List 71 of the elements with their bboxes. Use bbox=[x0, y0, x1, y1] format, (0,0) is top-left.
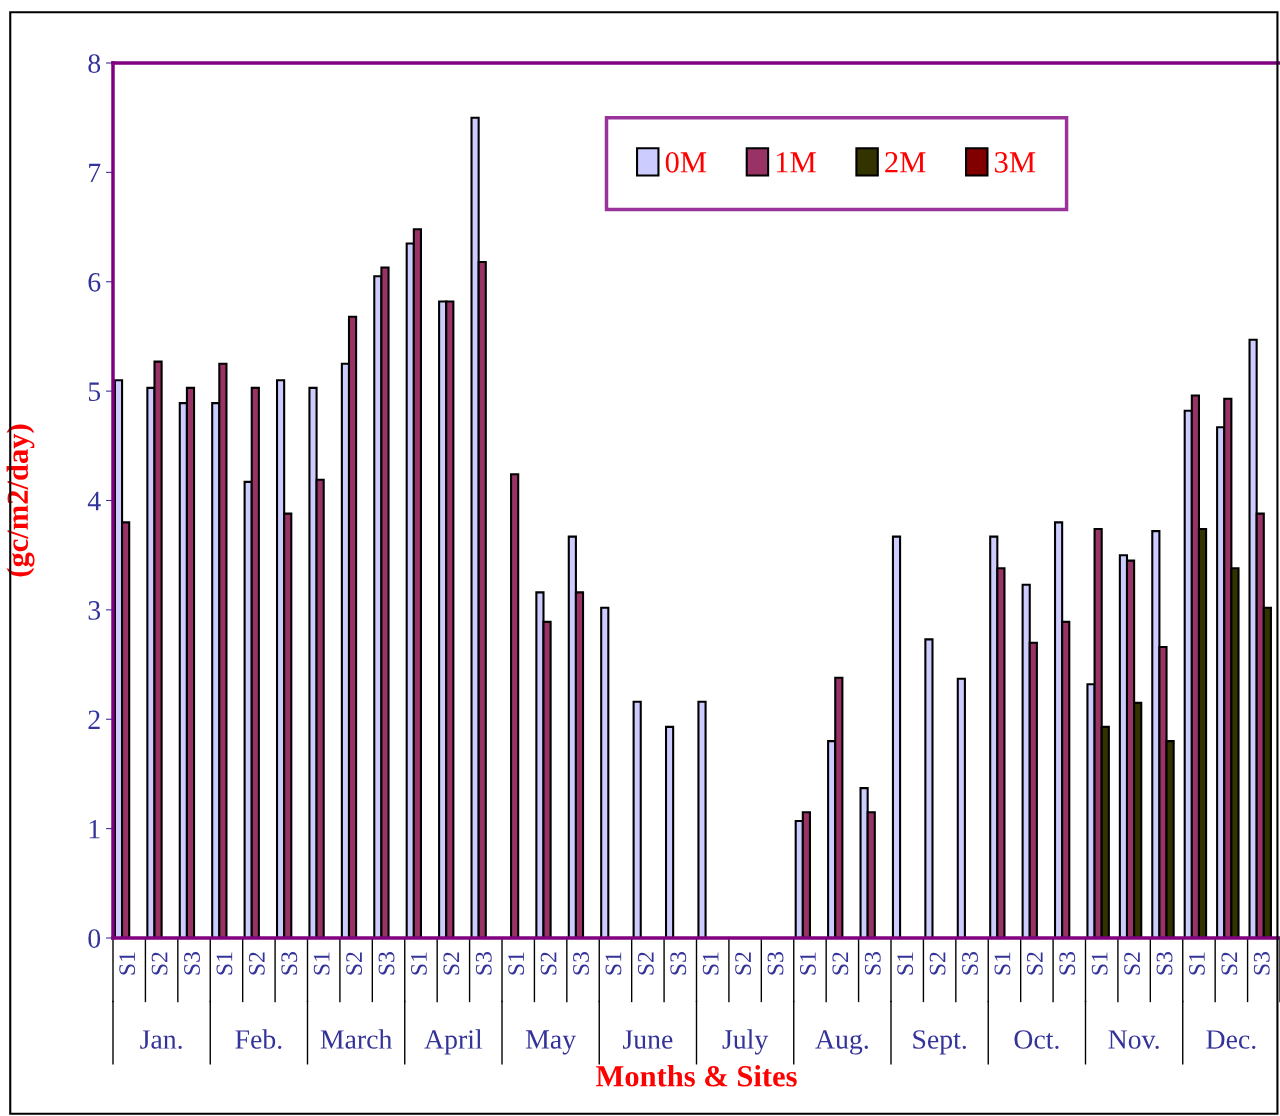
bar bbox=[664, 725, 675, 938]
x-tick-label: S3 bbox=[864, 952, 881, 975]
x-tick-label: S2 bbox=[1124, 952, 1141, 975]
text: Aug. bbox=[815, 1030, 868, 1055]
text: Sept. bbox=[913, 1030, 966, 1055]
legend-label: 1M bbox=[776, 152, 816, 173]
text: July bbox=[722, 1029, 769, 1055]
y-axis-title: (gc/m2/day) bbox=[6, 424, 35, 577]
bar bbox=[697, 700, 707, 938]
text: April bbox=[424, 1029, 483, 1055]
x-tick-label: S1 bbox=[216, 952, 233, 975]
x-tick-label: S1 bbox=[994, 952, 1011, 975]
x-tick-label: S1 bbox=[1091, 952, 1108, 975]
x-axis-title: Months & Sites bbox=[596, 1065, 797, 1087]
x-tick-label: S1 bbox=[800, 952, 816, 975]
x-tick-label: S2 bbox=[540, 952, 557, 975]
x-tick-label: S2 bbox=[637, 952, 654, 975]
x-tick-label: S3 bbox=[475, 952, 492, 975]
x-tick-label: S3 bbox=[378, 952, 395, 975]
x-tick-label: S1 bbox=[119, 952, 136, 975]
x-tick-label: S1 bbox=[1189, 952, 1205, 975]
x-tick-label: S3 bbox=[281, 952, 298, 975]
x-tick-label: S2 bbox=[929, 952, 946, 975]
x-tick-label: S1 bbox=[313, 952, 330, 975]
y-tick-label: 8 bbox=[88, 54, 101, 73]
bar bbox=[632, 700, 642, 938]
x-tick-label: S3 bbox=[962, 952, 978, 975]
y-tick-label: 2 bbox=[88, 710, 100, 729]
y-tick-label: 7 bbox=[89, 163, 101, 183]
bar bbox=[600, 606, 610, 938]
y-tick-label: 5 bbox=[88, 382, 101, 402]
legend-label: 2M bbox=[885, 152, 926, 173]
bar bbox=[510, 473, 520, 938]
x-tick-label: S3 bbox=[670, 952, 687, 975]
y-tick-label: 6 bbox=[88, 272, 101, 292]
x-tick-label: S3 bbox=[767, 952, 784, 975]
text: June bbox=[623, 1030, 673, 1049]
y-tick-label: 1 bbox=[89, 819, 100, 839]
x-tick-label: S3 bbox=[184, 952, 200, 975]
x-tick-label: S3 bbox=[1059, 952, 1076, 975]
text: March bbox=[320, 1029, 393, 1049]
x-tick-label: S3 bbox=[1156, 952, 1173, 975]
legend-label: 0M bbox=[665, 152, 707, 173]
x-tick-label: S2 bbox=[735, 952, 752, 975]
legend-label: 3M bbox=[995, 152, 1036, 173]
text: Dec. bbox=[1206, 1030, 1256, 1049]
x-tick-label: S1 bbox=[897, 952, 914, 975]
x-tick-label: S1 bbox=[411, 952, 427, 975]
text: Feb. bbox=[235, 1029, 282, 1049]
x-tick-label: S2 bbox=[1026, 952, 1043, 975]
x-tick-label: S3 bbox=[1253, 952, 1270, 975]
y-tick-label: 4 bbox=[87, 491, 101, 511]
bar bbox=[956, 677, 966, 938]
text: May bbox=[525, 1030, 576, 1055]
x-tick-label: S2 bbox=[248, 952, 265, 975]
text: Nov. bbox=[1108, 1030, 1159, 1049]
bar bbox=[891, 535, 902, 938]
x-tick-label: S1 bbox=[702, 952, 719, 975]
y-tick-label: 3 bbox=[88, 601, 101, 620]
text: Jan. bbox=[140, 1030, 182, 1049]
x-tick-label: S3 bbox=[573, 952, 589, 975]
x-tick-label: S1 bbox=[508, 952, 525, 975]
x-tick-label: S2 bbox=[151, 952, 168, 975]
x-tick-label: S2 bbox=[1221, 952, 1238, 975]
x-tick-label: S1 bbox=[605, 952, 622, 975]
x-tick-label: S2 bbox=[832, 952, 849, 975]
x-tick-label: S2 bbox=[346, 952, 363, 975]
text: Oct. bbox=[1014, 1030, 1059, 1049]
y-tick-label: 0 bbox=[88, 929, 101, 948]
bar bbox=[924, 638, 934, 938]
x-tick-label: S2 bbox=[443, 952, 460, 975]
